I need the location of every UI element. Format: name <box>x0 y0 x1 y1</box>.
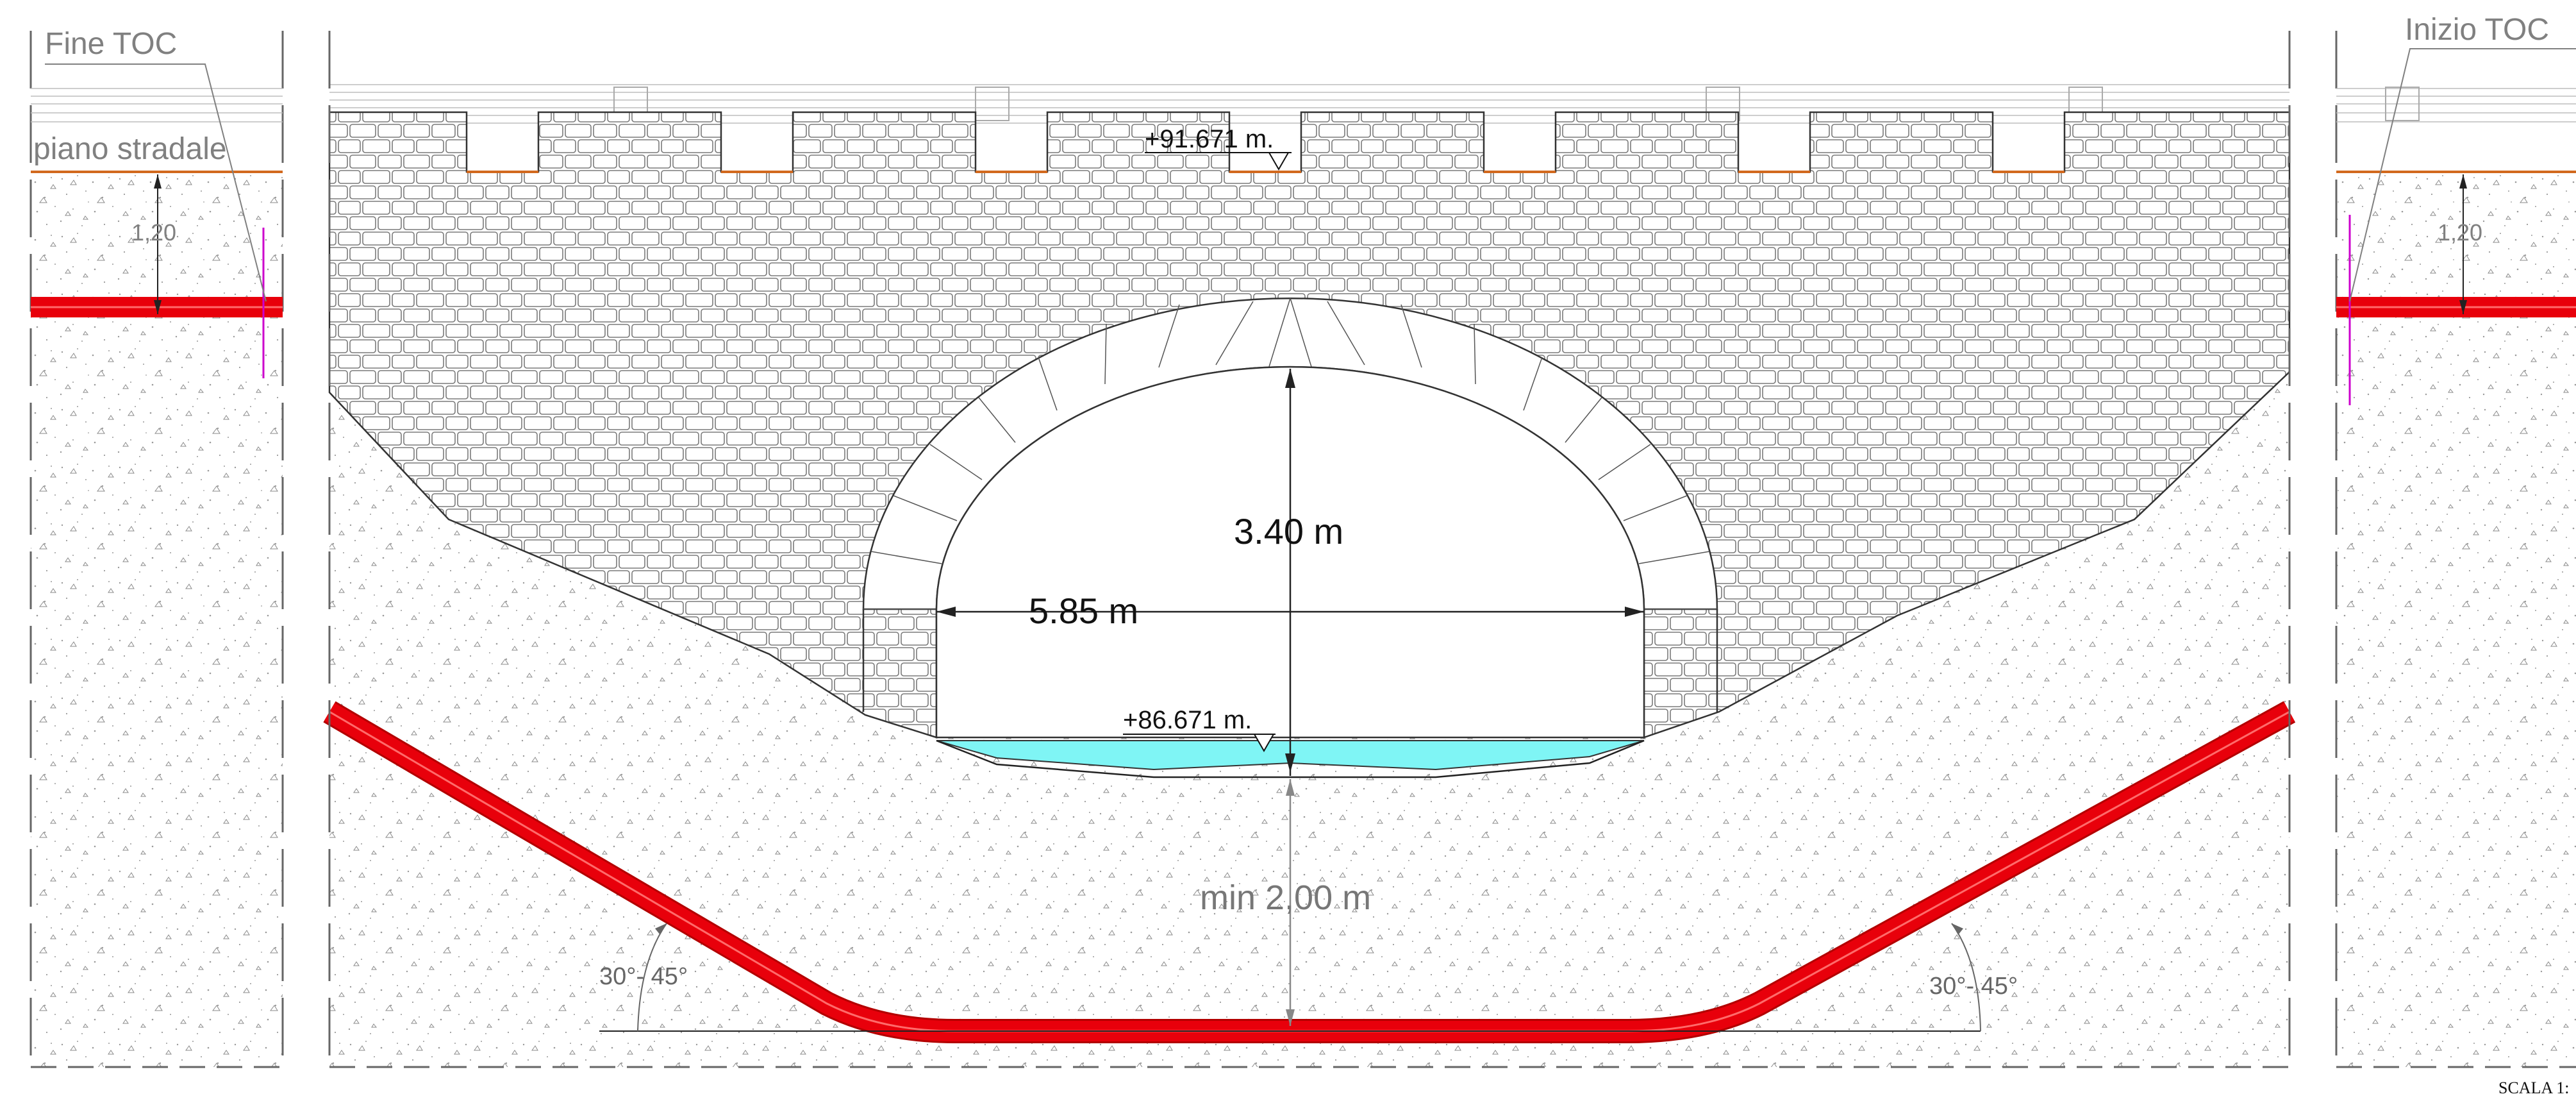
arch-width-arrow-left <box>936 607 956 617</box>
piano-stradale-label: piano stradale <box>33 132 227 166</box>
inizio-toc-label: Inizio TOC <box>2405 13 2549 47</box>
riverbed-line <box>936 739 1645 778</box>
middle-panel: 30°- 45° 30°- 45° 3.40 m 5.85 m min 2,00… <box>323 31 2296 1068</box>
right-pavement-lines <box>2336 88 2576 122</box>
left-depth-arrow-bottom <box>154 300 162 314</box>
right-panel: Inizio TOC 1,20 <box>2335 13 2576 1068</box>
arch-voussoir-joints <box>863 298 1717 610</box>
angle-right-label: 30°- 45° <box>1929 973 2018 1000</box>
inizio-toc-leader <box>2349 48 2576 302</box>
right-angle-arrow <box>1952 923 1963 935</box>
fine-toc-label: Fine TOC <box>45 27 177 61</box>
min-depth-label: min 2,00 m <box>1200 878 1371 917</box>
right-parapet-post <box>2385 87 2420 121</box>
left-depth-label: 1,20 <box>131 219 176 246</box>
elev-top-triangle <box>1268 152 1290 171</box>
elev-top-label: +91.671 m. <box>1145 125 1274 153</box>
left-depth-arrow-top <box>154 174 162 189</box>
elev-bottom-triangle <box>1253 734 1275 753</box>
left-panel: Fine TOC piano stradale 1,20 <box>29 27 284 1068</box>
min-depth-arrow-bottom <box>1286 1009 1295 1026</box>
right-depth-arrow-top <box>2459 174 2467 189</box>
fine-toc-leader <box>45 63 267 302</box>
arch-height-arrow-top <box>1285 369 1295 388</box>
right-soil <box>2336 172 2576 1067</box>
arch-width-label: 5.85 m <box>1029 591 1138 631</box>
arch-height-arrow-bottom <box>1285 753 1295 773</box>
left-soil <box>31 172 283 1067</box>
left-angle-arrow <box>655 923 667 935</box>
right-depth-arrow-bottom <box>2459 300 2467 314</box>
arch-width-arrow-right <box>1625 607 1644 617</box>
left-pavement-lines <box>31 88 283 122</box>
scale-label: SCALA 1: <box>2498 1079 2570 1097</box>
arch-height-label: 3.40 m <box>1234 511 1343 551</box>
elev-bottom-label: +86.671 m. <box>1123 706 1252 734</box>
angle-left-label: 30°- 45° <box>599 963 688 990</box>
min-depth-arrow-top <box>1286 779 1295 796</box>
right-depth-label: 1,20 <box>2438 219 2482 246</box>
